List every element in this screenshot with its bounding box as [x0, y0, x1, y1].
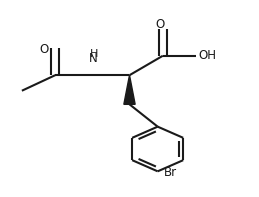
- Polygon shape: [124, 75, 135, 104]
- Text: O: O: [156, 18, 165, 31]
- Text: Br: Br: [164, 166, 177, 179]
- Text: H: H: [89, 49, 98, 59]
- Text: N: N: [89, 51, 98, 64]
- Text: O: O: [40, 44, 49, 57]
- Text: OH: OH: [199, 49, 217, 62]
